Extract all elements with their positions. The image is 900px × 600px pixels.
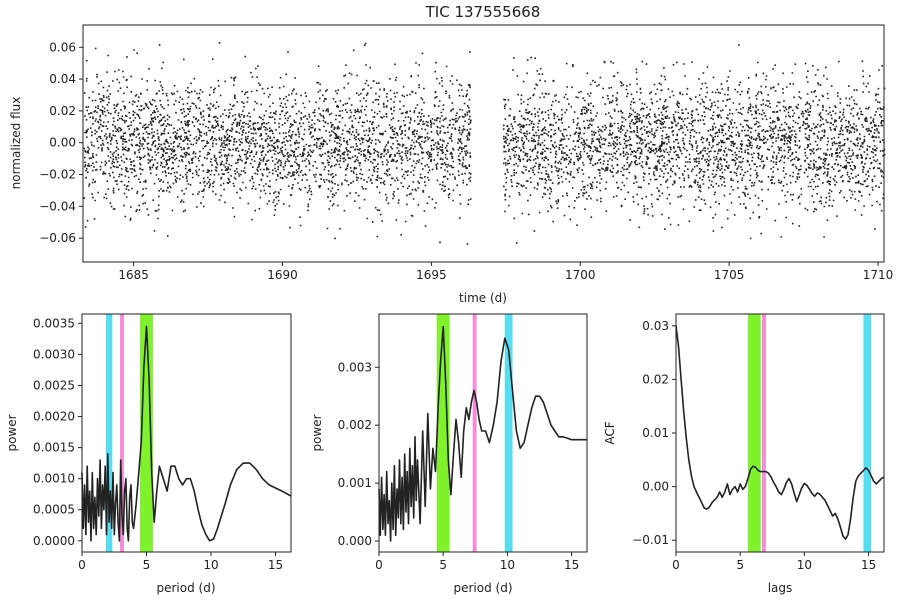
x-tick-label: 1695: [416, 268, 447, 282]
light-curve-panel: TIC 137555668 1685 1690 1695 1700 1705 1710 −…: [9, 3, 893, 305]
periodogram-1-plot-area: [82, 314, 291, 552]
flux-scatter: [83, 42, 886, 245]
flux-points: [83, 42, 886, 245]
period-band: [747, 314, 761, 552]
x-tick-label: 1685: [118, 268, 149, 282]
periodogram-panel-1: 0 5 10 15 0.00000.00050.00100.00150.00200.0…: [5, 313, 292, 595]
x-tick-label: 1700: [565, 268, 596, 282]
x-tick-label: 5: [143, 558, 151, 572]
x-tick-label: 0: [78, 558, 86, 572]
y-tick-label: −0.02: [39, 168, 76, 182]
x-tick-label: 1705: [714, 268, 745, 282]
y-tick-label: 0.0015: [33, 441, 75, 455]
periodogram-panel-2: 0 5 10 15 0.000 0.001 0.002 0.003 period (d) p…: [310, 313, 588, 595]
x-axis-label: lags: [768, 581, 793, 595]
periodogram-1-frame: [81, 313, 292, 553]
y-axis-label: normalized flux: [9, 97, 23, 190]
period-band: [863, 314, 872, 552]
y-tick-label: 0.0020: [33, 410, 75, 424]
y-tick-label: 0.000: [338, 534, 372, 548]
lag-bands: [747, 314, 872, 552]
y-tick-label: 0.0010: [33, 472, 75, 486]
y-tick-label: 0.02: [642, 372, 669, 386]
y-tick-label: 0.0025: [33, 378, 75, 392]
y-tick-label: 0.0030: [33, 347, 75, 361]
y-tick-label: 0.0000: [33, 534, 75, 548]
x-axis-label: period (d): [156, 581, 215, 595]
y-tick-label: 0.06: [49, 40, 76, 54]
y-ticks: −0.01 0.00 0.01 0.02 0.03: [632, 319, 676, 547]
y-tick-label: −0.01: [632, 533, 669, 547]
period-band: [504, 314, 513, 552]
y-tick-label: 0.00: [49, 136, 76, 150]
x-tick-label: 0: [375, 558, 383, 572]
periodogram-2-frame: [378, 313, 588, 553]
x-tick-label: 15: [861, 558, 876, 572]
period-band: [762, 314, 766, 552]
x-ticks: 0 5 10 15: [375, 552, 579, 572]
x-tick-label: 10: [203, 558, 218, 572]
x-tick-label: 5: [736, 558, 744, 572]
x-tick-label: 15: [564, 558, 579, 572]
chart-title: TIC 137555668: [425, 3, 541, 21]
x-tick-label: 1710: [863, 268, 894, 282]
light-curve-frame: [82, 24, 885, 263]
periodogram-2-curve: [378, 325, 587, 542]
x-axis-label: period (d): [453, 581, 512, 595]
y-tick-label: 0.0035: [33, 316, 75, 330]
period-band: [105, 314, 113, 552]
x-tick-label: 10: [500, 558, 515, 572]
y-tick-label: 0.002: [338, 418, 372, 432]
y-tick-label: 0.003: [338, 360, 372, 374]
x-tick-label: 10: [797, 558, 812, 572]
y-ticks: −0.06 −0.04 −0.02 0.00 0.02 0.04 0.06: [39, 40, 83, 245]
y-tick-label: 0.02: [49, 104, 76, 118]
period-band: [472, 314, 477, 552]
y-tick-label: 0.03: [642, 319, 669, 333]
acf-panel: 0 5 10 15 −0.01 0.00 0.01 0.02 0.03 lags ACF: [603, 313, 885, 595]
y-axis-label: ACF: [603, 421, 617, 444]
acf-curve: [675, 325, 885, 540]
y-ticks: 0.0000 0.0005 0.0010 0.0015 0.0020 0.0025 0.00…: [33, 316, 82, 548]
y-tick-label: 0.0005: [33, 503, 75, 517]
x-tick-label: 0: [672, 558, 680, 572]
y-ticks: 0.000 0.001 0.002 0.003: [338, 360, 379, 548]
y-axis-label: power: [310, 414, 324, 451]
period-band: [120, 314, 124, 552]
y-tick-label: 0.01: [642, 426, 669, 440]
acf-plot-area: [676, 314, 884, 552]
y-axis-label: power: [5, 414, 19, 451]
y-tick-label: −0.04: [39, 199, 76, 213]
y-tick-label: −0.06: [39, 231, 76, 245]
x-tick-label: 15: [268, 558, 283, 572]
y-tick-label: 0.001: [338, 476, 372, 490]
x-axis-label: time (d): [459, 291, 507, 305]
x-ticks: 0 5 10 15: [78, 552, 283, 572]
x-ticks: 0 5 10 15: [672, 552, 876, 572]
periodogram-1-curve: [81, 325, 292, 542]
y-tick-label: 0.00: [642, 480, 669, 494]
x-tick-label: 5: [439, 558, 447, 572]
x-tick-label: 1690: [267, 268, 298, 282]
y-tick-label: 0.04: [49, 72, 76, 86]
x-ticks: 1685 1690 1695 1700 1705 1710: [118, 262, 893, 282]
